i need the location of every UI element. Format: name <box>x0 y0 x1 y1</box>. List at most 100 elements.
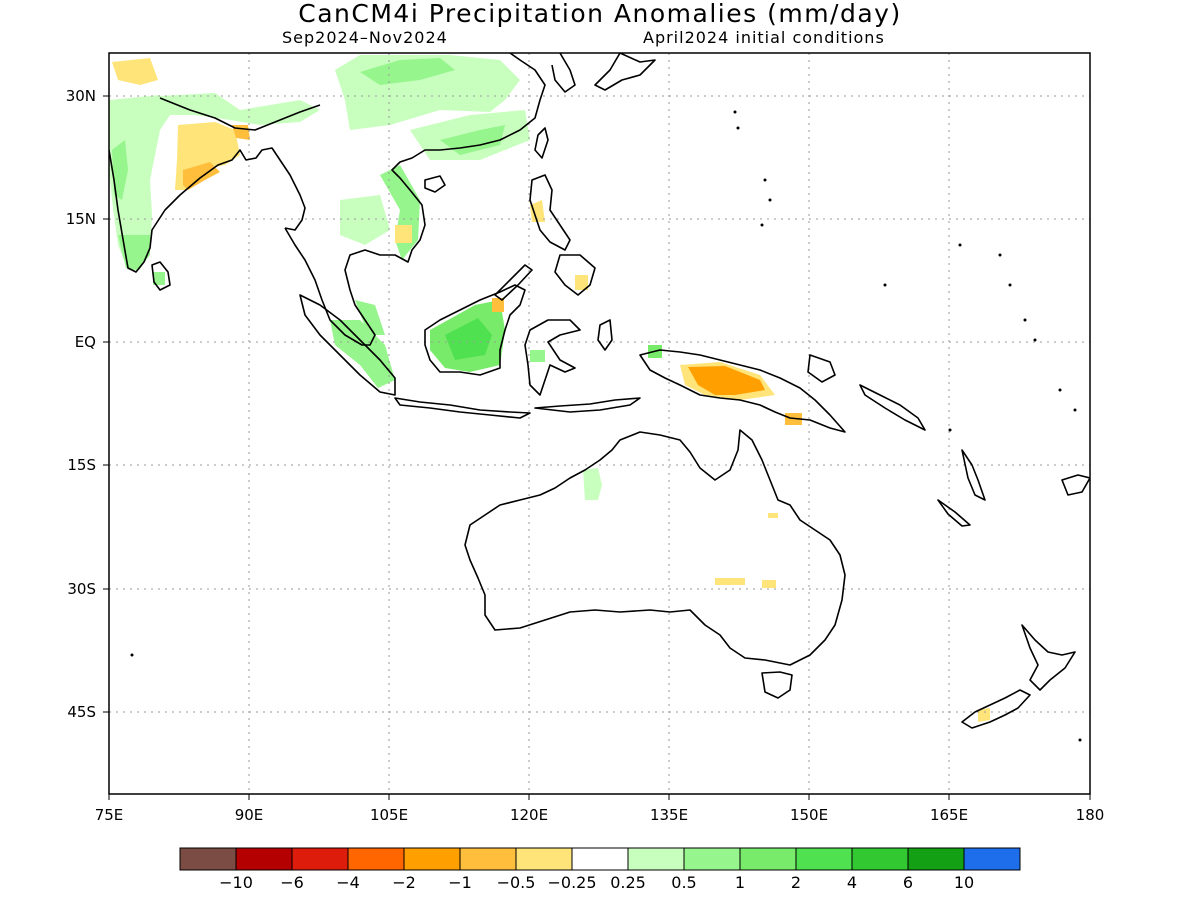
anomaly-south-india <box>118 235 150 270</box>
coast-solomons <box>859 384 926 431</box>
coast-tasmania <box>761 671 793 699</box>
anomaly-shading <box>109 55 990 722</box>
x-tick-label: 120E <box>510 806 548 824</box>
colorbar-label: 10 <box>954 873 974 892</box>
island-dot <box>763 178 767 182</box>
x-tick-label: 105E <box>370 806 408 824</box>
coast-sumatra <box>299 294 396 396</box>
y-axis-labels: 30N 15N EQ 15S 30S 45S <box>66 87 96 721</box>
anomaly-china-strong <box>360 58 455 85</box>
y-tick-label: 15S <box>67 456 96 474</box>
colorbar-label: −0.5 <box>497 873 536 892</box>
coast-bismarck <box>807 354 836 383</box>
anomaly-vietnam <box>380 165 420 260</box>
anomaly-queensland <box>768 513 778 518</box>
colorbar: −10 −6 −4 −2 −1 −0.5 −0.25 0.25 0.5 1 2 4 6 10 <box>179 847 1021 892</box>
coast-himalaya-border <box>159 97 321 131</box>
anomaly-malay-peninsula <box>355 300 385 335</box>
colorbar-swatch <box>907 847 965 871</box>
x-tick-label: 75E <box>95 806 124 824</box>
coast-new-zealand-south <box>961 689 1031 729</box>
island-dot <box>883 283 887 287</box>
anomaly-sri-lanka <box>153 272 165 285</box>
colorbar-label: 4 <box>847 873 857 892</box>
map-frame <box>108 52 1091 795</box>
island-dot <box>768 198 772 202</box>
anomaly-pakistan <box>112 58 158 85</box>
island-dot <box>958 243 962 247</box>
coast-japan <box>594 53 656 91</box>
island-dot <box>1073 408 1077 412</box>
anomaly-east-australia <box>715 578 745 585</box>
colorbar-swatch <box>403 847 461 871</box>
coast-halmahera <box>597 319 613 351</box>
colorbar-swatch <box>291 847 349 871</box>
anomaly-sumatra <box>330 320 395 388</box>
y-tick-label: 30N <box>66 87 96 105</box>
colorbar-swatch <box>235 847 293 871</box>
colorbar-swatch <box>347 847 405 871</box>
colorbar-swatch <box>571 847 629 871</box>
coast-korea <box>551 53 576 93</box>
island-dot <box>1023 318 1027 322</box>
colorbar-label: −1 <box>448 873 472 892</box>
anomaly-himalaya <box>160 93 320 125</box>
x-tick-label: 90E <box>235 806 264 824</box>
coast-hainan <box>424 175 446 193</box>
y-tick-label: 15N <box>66 210 96 228</box>
coast-philippines-luzon <box>529 174 571 251</box>
y-tick-label: EQ <box>75 333 96 351</box>
colorbar-label: −10 <box>219 873 253 892</box>
anomaly-new-guinea-core <box>688 366 765 395</box>
coast-new-caledonia <box>937 499 971 527</box>
anomaly-south-china-strong <box>440 125 505 155</box>
island-dot <box>1078 738 1082 742</box>
island-dot <box>130 653 134 657</box>
coastlines <box>109 53 1090 729</box>
anomaly-north-borneo <box>492 298 504 312</box>
colorbar-label: −4 <box>336 873 360 892</box>
colorbar-label: 1 <box>735 873 745 892</box>
colorbar-label: 0.5 <box>671 873 696 892</box>
colorbar-swatch <box>179 847 237 871</box>
coast-fiji <box>1061 474 1090 496</box>
x-tick-label: 135E <box>650 806 688 824</box>
colorbar-label: 6 <box>903 873 913 892</box>
island-dot <box>733 110 737 114</box>
island-dot <box>998 253 1002 257</box>
anomaly-mindanao <box>575 275 588 290</box>
anomaly-sulawesi <box>530 350 545 362</box>
pacific-islands <box>130 110 1082 742</box>
colorbar-swatch <box>683 847 741 871</box>
x-axis-labels: 75E 90E 105E 120E 135E 150E 165E 180 <box>95 806 1105 824</box>
coast-sulawesi <box>524 319 581 396</box>
colorbar-swatch <box>851 847 909 871</box>
map-title: CanCM4i Precipitation Anomalies (mm/day) <box>298 0 902 28</box>
coast-new-guinea <box>639 349 846 433</box>
anomaly-luzon <box>530 200 545 222</box>
island-dot <box>760 223 764 227</box>
coast-australia <box>464 429 846 666</box>
anomaly-east-australia-2 <box>762 580 776 588</box>
colorbar-label: −0.25 <box>547 873 596 892</box>
coast-borneo <box>424 284 526 376</box>
colorbar-swatch <box>627 847 685 871</box>
colorbar-swatch <box>515 847 573 871</box>
coast-lesser-sunda <box>534 397 641 413</box>
coast-philippines-mindanao <box>554 254 596 296</box>
x-tick-label: 165E <box>930 806 968 824</box>
season-label: Sep2024–Nov2024 <box>282 28 448 47</box>
anomaly-north-australia <box>583 468 602 500</box>
island-dot <box>1058 388 1062 392</box>
colorbar-label: −6 <box>280 873 304 892</box>
anomaly-west-india <box>109 95 172 270</box>
island-dot <box>1008 283 1012 287</box>
island-dot <box>736 126 740 130</box>
coast-myanmar-thailand <box>284 53 546 346</box>
colorbar-label: 0.25 <box>610 873 646 892</box>
colorbar-swatch <box>459 847 517 871</box>
anomaly-indochina <box>340 195 390 245</box>
coast-java <box>394 397 531 419</box>
colorbar-label: 2 <box>791 873 801 892</box>
